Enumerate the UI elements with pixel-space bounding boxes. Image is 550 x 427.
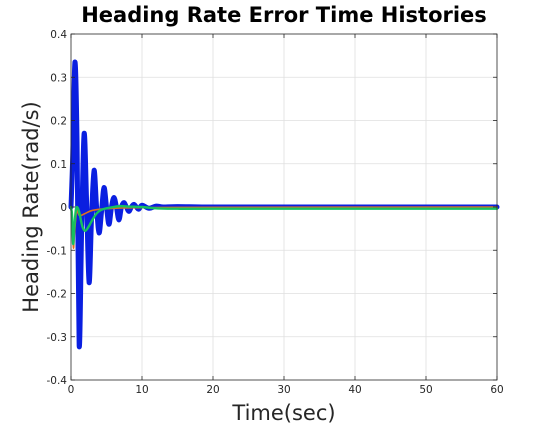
x-tick-label: 30 [277,384,290,396]
x-axis-label: Time(sec) [231,401,335,425]
y-tick-label: -0.3 [47,332,68,344]
y-tick-label: -0.1 [47,245,68,257]
series-line-3 [69,204,499,246]
grid [71,34,497,380]
y-tick-label: 0.3 [50,72,67,84]
y-tick-label: 0.4 [50,29,67,41]
x-tick-label: 50 [419,384,432,396]
ticks: 0 10 20 30 40 50 60 -0.4 -0.3 -0.2 -0.1 0 0.1 0.2 0.3 0… [47,29,504,396]
series-line-2 [70,206,498,249]
x-tick-label: 10 [135,384,148,396]
y-tick-label: -0.4 [47,375,68,387]
y-tick-label: 0 [60,202,67,214]
x-tick-label: 20 [206,384,219,396]
x-tick-label: 0 [68,384,75,396]
y-tick-label: -0.2 [47,289,68,301]
y-tick-label: 0.1 [50,159,67,171]
x-tick-label: 40 [348,384,361,396]
y-tick-label: 0.2 [50,116,67,128]
chart-title: Heading Rate Error Time Histories [81,3,487,27]
x-tick-label: 60 [490,384,503,396]
y-axis-label: Heading Rate(rad/s) [19,101,43,312]
series-group [68,59,500,350]
